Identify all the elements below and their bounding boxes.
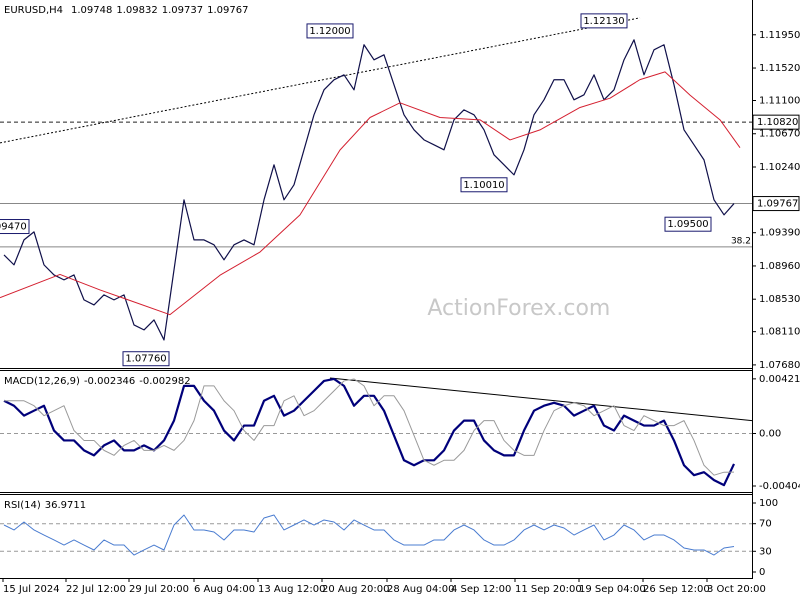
y-tick-label: 70 bbox=[759, 519, 772, 530]
x-tick-label: 20 Aug 20:00 bbox=[322, 584, 389, 595]
pane-header: MACD(12,26,9) -0.002346 -0.002982 bbox=[4, 376, 191, 387]
y-tick-label: 0.004214 bbox=[759, 374, 800, 385]
x-tick-label: 13 Aug 12:00 bbox=[258, 584, 325, 595]
header-value: 1.09748 bbox=[71, 5, 112, 16]
header-value: 1.09832 bbox=[116, 5, 157, 16]
series-line bbox=[4, 378, 735, 476]
price-label-box bbox=[122, 351, 170, 367]
y-tick-label: 1.10240 bbox=[759, 162, 800, 173]
level-label-box bbox=[752, 114, 800, 130]
level-label: 1.09767 bbox=[757, 199, 798, 210]
header-title: RSI(14) bbox=[4, 500, 41, 511]
x-tick-label: 28 Aug 04:00 bbox=[387, 584, 454, 595]
x-tick-label: 22 Jul 12:00 bbox=[66, 584, 126, 595]
y-tick-label: -0.004047 bbox=[759, 481, 800, 492]
series-line bbox=[3, 39, 735, 341]
header-title: EURUSD,H4 bbox=[4, 5, 63, 16]
price-label: 1.10010 bbox=[463, 180, 504, 191]
x-tick-label: 19 Sep 04:00 bbox=[579, 584, 646, 595]
pane-header: RSI(14) 36.9711 bbox=[4, 500, 86, 511]
level-label: 38.2 bbox=[731, 236, 751, 246]
price-label-box bbox=[306, 23, 354, 39]
price-label-box bbox=[580, 13, 628, 29]
y-tick-label: 1.11100 bbox=[759, 96, 800, 107]
header-value: -0.002982 bbox=[139, 376, 190, 387]
y-tick-label: 0.00 bbox=[759, 429, 781, 440]
header-value: 1.09737 bbox=[162, 5, 203, 16]
y-tick-label: 100 bbox=[759, 498, 778, 509]
price-label-box bbox=[0, 219, 30, 235]
x-tick-label: 4 Sep 12:00 bbox=[451, 584, 511, 595]
series-line bbox=[3, 514, 735, 556]
price-label: 1.09500 bbox=[667, 219, 708, 230]
x-tick-label: 15 Jul 2024 bbox=[3, 584, 60, 595]
y-tick-label: 1.08110 bbox=[759, 327, 800, 338]
y-tick-label: 1.10670 bbox=[759, 129, 800, 140]
price-label-box bbox=[664, 216, 712, 232]
price-label: 1.12130 bbox=[583, 16, 624, 27]
price-label: 1.07760 bbox=[125, 354, 166, 365]
x-tick-label: 26 Sep 12:00 bbox=[643, 584, 710, 595]
header-title: MACD(12,26,9) bbox=[4, 376, 80, 387]
header-value: 1.09767 bbox=[207, 5, 248, 16]
x-tick-label: 29 Jul 20:00 bbox=[129, 584, 189, 595]
y-tick-label: 1.11950 bbox=[759, 30, 800, 41]
y-tick-label: 30 bbox=[759, 546, 772, 557]
pane bbox=[0, 514, 752, 556]
header-value: 36.9711 bbox=[45, 500, 86, 511]
series-line bbox=[0, 71, 741, 316]
y-tick-label: 1.09390 bbox=[759, 228, 800, 239]
price-label-box bbox=[460, 177, 508, 193]
watermark: ActionForex.com bbox=[427, 296, 610, 321]
price-label: 1.12000 bbox=[309, 26, 350, 37]
pane: ActionForex.com 1.12000 1.12130 1.10010 1.09… bbox=[0, 13, 752, 367]
pane-header: EURUSD,H4 1.09748 1.09832 1.09737 1.09767 bbox=[4, 5, 248, 16]
level-label-box bbox=[752, 196, 800, 212]
trendline bbox=[329, 377, 752, 422]
y-tick-label: 1.11520 bbox=[759, 63, 800, 74]
header-value: -0.002346 bbox=[84, 376, 135, 387]
y-tick-label: 1.08530 bbox=[759, 294, 800, 305]
y-tick-label: 1.07680 bbox=[759, 360, 800, 371]
level-label: 1.10820 bbox=[757, 117, 798, 128]
y-tick-label: 1.08960 bbox=[759, 261, 800, 272]
trendline bbox=[0, 17, 641, 144]
y-tick-label: 0 bbox=[759, 567, 765, 578]
pane bbox=[0, 377, 752, 487]
x-tick-label: 6 Aug 04:00 bbox=[194, 584, 255, 595]
x-tick-label: 3 Oct 20:00 bbox=[707, 584, 766, 595]
x-tick-label: 11 Sep 20:00 bbox=[515, 584, 582, 595]
